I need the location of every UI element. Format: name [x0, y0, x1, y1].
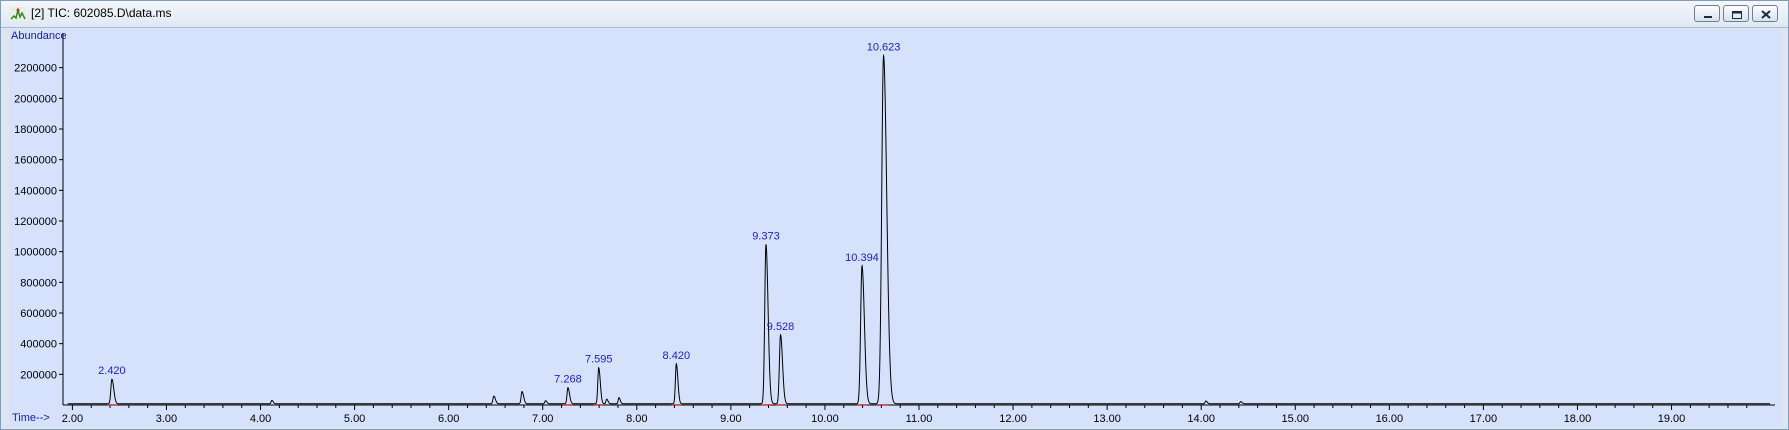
- peak-label: 2.420: [98, 365, 126, 377]
- minimize-icon: [1704, 16, 1712, 18]
- peak-label: 7.595: [585, 354, 613, 366]
- x-tick-label: 6.00: [438, 413, 459, 425]
- peak-label: 8.420: [663, 350, 691, 362]
- y-tick-label: 1400000: [14, 185, 57, 197]
- y-tick-label: 800000: [20, 277, 57, 289]
- x-tick-label: 15.00: [1281, 413, 1309, 425]
- peak-label: 9.528: [767, 321, 795, 333]
- plot-area[interactable]: 200000 400000 600000 800000 1000000 1200000 14…: [9, 29, 1782, 427]
- close-icon: [1761, 10, 1771, 19]
- x-tick-label: 2.00: [62, 413, 83, 425]
- x-tick-label: 19.00: [1658, 413, 1686, 425]
- close-button[interactable]: [1752, 5, 1778, 22]
- x-tick-label: 9.00: [720, 413, 741, 425]
- x-tick-label: 14.00: [1187, 413, 1215, 425]
- title-bar[interactable]: [2] TIC: 602085.D\data.ms: [1, 1, 1788, 28]
- x-tick-label: 12.00: [999, 413, 1027, 425]
- x-tick-label: 11.00: [906, 413, 933, 425]
- plot-background: [9, 29, 1782, 427]
- minimize-button[interactable]: [1694, 5, 1720, 22]
- peak-label: 10.394: [845, 252, 879, 264]
- chromatogram-app-icon: [10, 7, 26, 21]
- y-axis-label: Abundance: [11, 30, 67, 42]
- x-tick-label: 8.00: [626, 413, 647, 425]
- x-tick-label: 13.00: [1093, 413, 1121, 425]
- peak-label: 10.623: [867, 42, 901, 54]
- x-tick-label: 10.00: [811, 413, 839, 425]
- tic-series-line: [67, 53, 1771, 405]
- restore-icon: [1732, 11, 1742, 19]
- restore-button[interactable]: [1723, 5, 1749, 22]
- y-tick-label: 2000000: [14, 93, 57, 105]
- y-tick-label: 600000: [20, 308, 57, 320]
- y-tick-label: 1600000: [14, 155, 57, 167]
- x-tick-label: 4.00: [250, 413, 271, 425]
- x-tick-label: 16.00: [1376, 413, 1404, 425]
- x-tick-label: 17.00: [1470, 413, 1498, 425]
- x-tick-label: 7.00: [532, 413, 553, 425]
- peak-label: 9.373: [752, 230, 780, 242]
- y-tick-label: 400000: [20, 339, 57, 351]
- y-tick-label: 1800000: [14, 124, 57, 136]
- x-tick-label: 18.00: [1564, 413, 1592, 425]
- x-tick-label: 5.00: [344, 413, 365, 425]
- x-tick-label: 3.00: [156, 413, 177, 425]
- y-tick-label: 1000000: [14, 247, 57, 259]
- y-tick-label: 2200000: [14, 63, 57, 75]
- y-tick-label: 1200000: [14, 216, 57, 228]
- peak-label: 7.268: [554, 374, 582, 386]
- tic-chromatogram-chart[interactable]: 200000 400000 600000 800000 1000000 1200000 14…: [9, 29, 1782, 427]
- window-title: [2] TIC: 602085.D\data.ms: [31, 6, 172, 20]
- x-axis-label: Time-->: [12, 412, 50, 424]
- y-tick-label: 200000: [20, 369, 57, 381]
